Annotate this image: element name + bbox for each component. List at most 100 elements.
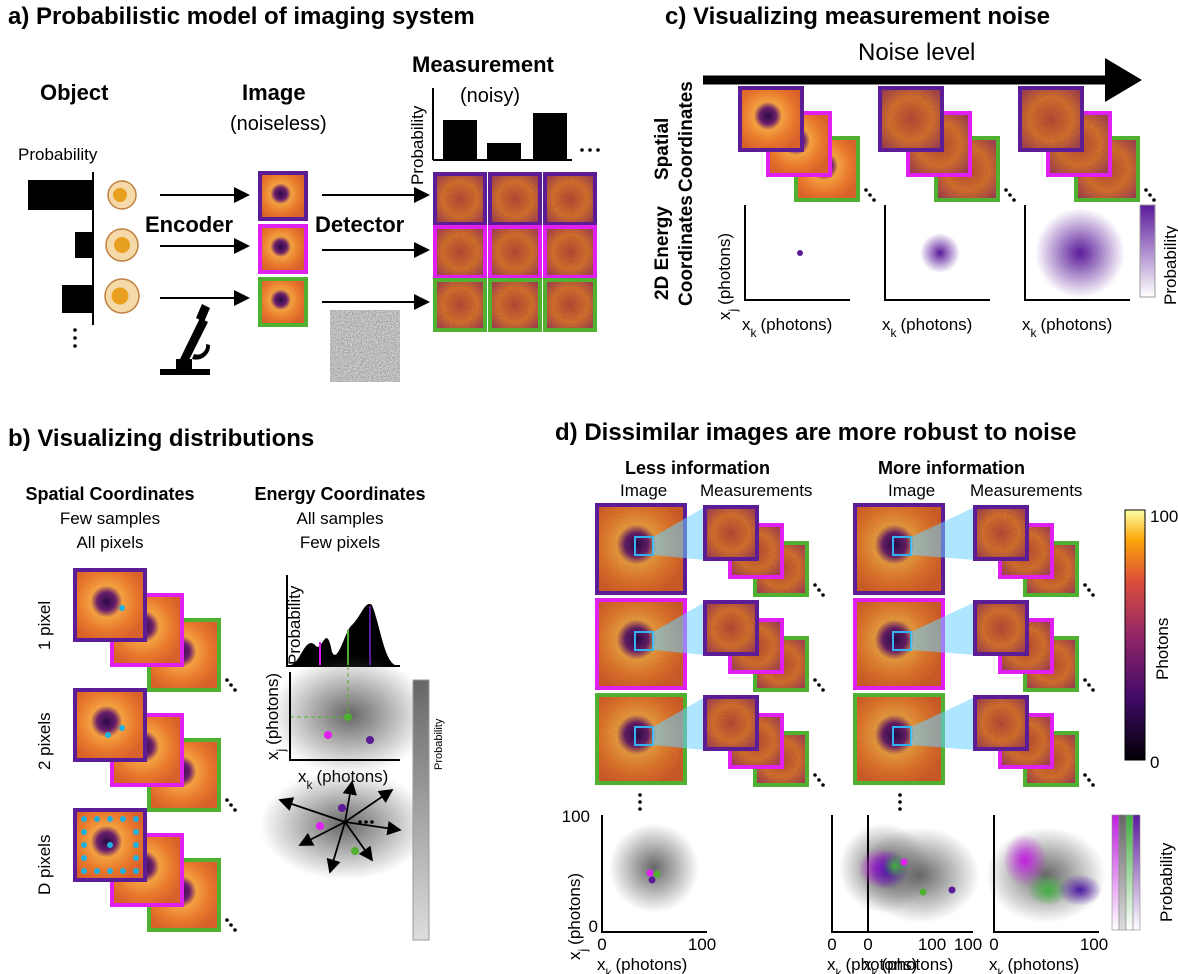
image-tile: [260, 226, 306, 272]
axis-unit: (photons): [1041, 315, 1113, 334]
ellipsis-dot: [73, 328, 77, 332]
sample: [920, 889, 927, 896]
ellipsis-dot: [596, 148, 600, 152]
axis-unit: (photons): [263, 673, 282, 745]
image-sub-label: (noiseless): [230, 113, 327, 135]
probability-blob: [920, 233, 960, 273]
pur-density: [1058, 874, 1102, 906]
noise-overlay: [977, 699, 1025, 747]
pixel-marker: [120, 868, 126, 874]
noise-overlay: [1022, 90, 1080, 148]
ellipsis-dot: [233, 688, 237, 692]
sample: [647, 870, 654, 877]
noise-overlay: [547, 282, 593, 328]
noise-overlay: [492, 176, 538, 222]
ellipsis-dot: [817, 588, 821, 592]
noise-overlay: [547, 229, 593, 275]
colorbar: [1140, 205, 1155, 297]
row-label: 1 pixel: [35, 601, 54, 650]
pixel-marker: [81, 829, 87, 835]
axis-unit: (photons): [616, 955, 688, 974]
tick-label: 100: [562, 807, 590, 826]
pixel-marker: [81, 868, 87, 874]
axis-sub: k: [1031, 326, 1038, 340]
gray-density: [609, 823, 699, 913]
column-heading: Energy Coordinates: [254, 484, 425, 504]
panel-d-title: d) Dissimilar images are more robust to …: [555, 419, 1076, 446]
row-label: 2 pixels: [35, 712, 54, 770]
tick-label: 0: [863, 935, 872, 954]
pixel-marker: [133, 855, 139, 861]
sample: [316, 822, 324, 830]
sample: [366, 736, 374, 744]
noise-overlay: [882, 90, 940, 148]
row-label: Spatial: [652, 118, 673, 180]
colorbar-label: Probability: [433, 718, 445, 770]
column-label: Image: [888, 481, 935, 500]
hist-ylabel: Probability: [408, 105, 427, 185]
colorbar-label: Probability: [1157, 842, 1176, 922]
noise-overlay: [707, 699, 755, 747]
image-tile: [75, 570, 145, 640]
colorbar: [1126, 815, 1133, 930]
pixel-marker: [107, 868, 113, 874]
tick-label: 100: [1080, 935, 1108, 954]
colorbar-max: 100: [1150, 507, 1178, 526]
sample: [901, 859, 908, 866]
axis-label: xk(photons): [882, 315, 972, 340]
grn-density: [883, 854, 907, 878]
measurement-label: Measurement: [412, 52, 555, 77]
sample: [338, 804, 346, 812]
axis-unit: (photons): [1008, 955, 1080, 974]
nucleus: [113, 188, 127, 202]
colorbar-min: 0: [1150, 753, 1159, 772]
hist-bar: [75, 232, 93, 258]
ellipsis-dot: [638, 793, 642, 797]
image-label: Image: [242, 80, 306, 105]
image-tile: [75, 690, 145, 760]
ellipsis-dot: [817, 778, 821, 782]
measurement-sub-label: (noisy): [460, 85, 520, 107]
ellipsis-dot: [1152, 198, 1156, 202]
pixel-marker: [133, 868, 139, 874]
pixel-marker: [120, 816, 126, 822]
column-line: All pixels: [76, 533, 143, 552]
colorbar-label: Photons: [1153, 618, 1172, 680]
ellipsis-dot: [872, 198, 876, 202]
pixel-marker: [81, 816, 87, 822]
noise-overlay: [707, 509, 755, 557]
hist-bar: [28, 180, 93, 210]
probability-blob: [1035, 208, 1125, 298]
ellipsis-dot: [821, 783, 825, 787]
microscope: [160, 304, 210, 375]
column-line: Few pixels: [300, 533, 380, 552]
colorbar: [413, 680, 429, 940]
ellipsis-dot: [898, 793, 902, 797]
tick-label: 0: [989, 935, 998, 954]
axis-sub: k: [891, 326, 898, 340]
ellipsis-dot: [868, 193, 872, 197]
column-heading: Spatial Coordinates: [25, 484, 194, 504]
row-label: Coordinates: [676, 195, 697, 306]
noise-overlay: [437, 282, 483, 328]
ellipsis-dot: [1091, 688, 1095, 692]
pixel-marker: [133, 842, 139, 848]
tick-label: 100: [954, 935, 982, 954]
ellipsis-dot: [1008, 193, 1012, 197]
column-label: Measurements: [970, 481, 1082, 500]
axis-label: xk(photons): [1022, 315, 1112, 340]
pixel-marker: [107, 842, 113, 848]
axis-sub: j: [274, 749, 288, 753]
ellipsis-dot: [1083, 583, 1087, 587]
ellipsis-dot: [1083, 773, 1087, 777]
ellipsis-dot: [821, 593, 825, 597]
column-line: Few samples: [60, 509, 160, 528]
pixel-marker: [119, 725, 125, 731]
ellipsis-dot: [813, 678, 817, 682]
ellipsis-dot: [73, 344, 77, 348]
detector-label: Detector: [315, 212, 405, 237]
nucleus: [112, 288, 129, 305]
row-label: Coordinates: [676, 81, 697, 192]
ellipsis-dot: [813, 583, 817, 587]
hist-bar: [443, 120, 477, 160]
